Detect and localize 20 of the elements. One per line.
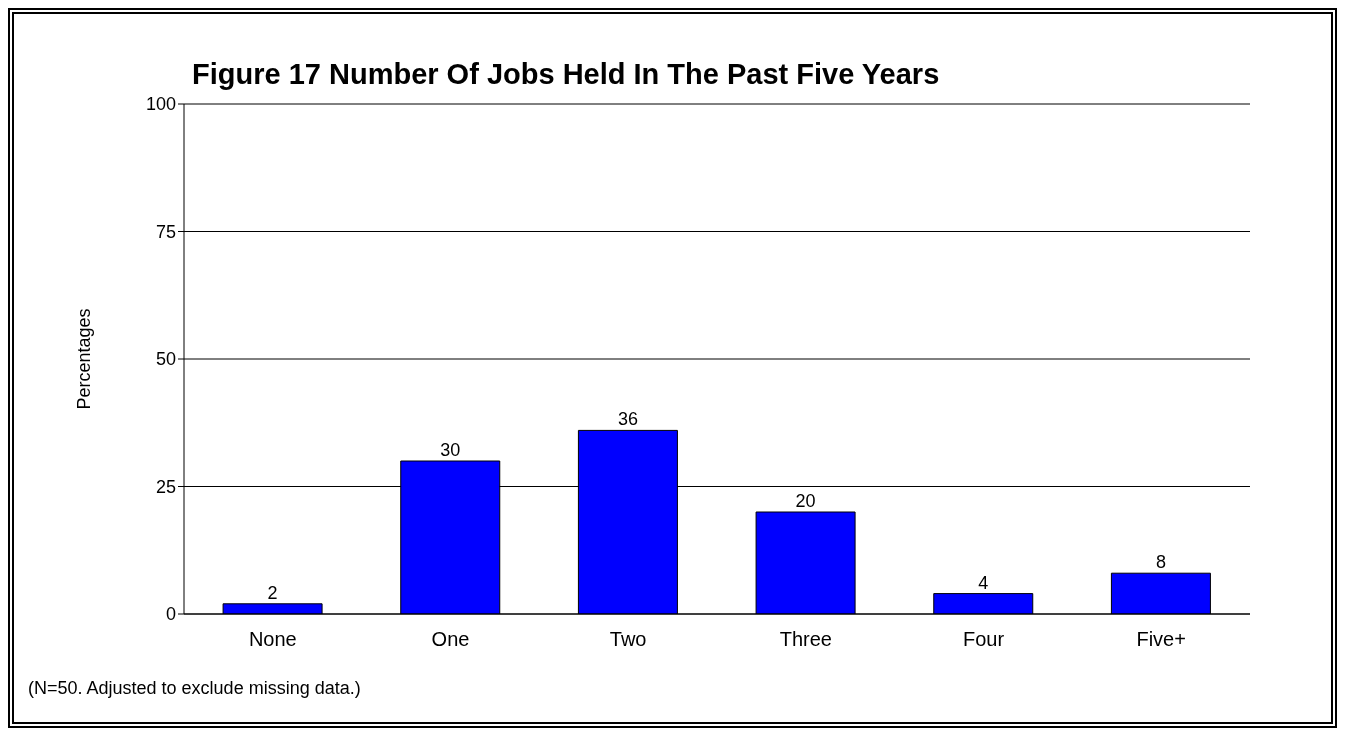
x-tick-label: Two [609,628,647,651]
chart-title: Figure 17 Number Of Jobs Held In The Past Five Years [192,58,940,91]
data-label: 4 [978,572,989,593]
x-tick-label: One [431,628,470,651]
data-label: 8 [1155,552,1166,573]
data-label: 2 [267,582,278,603]
data-label: 30 [440,440,461,460]
x-tick-label: Five+ [1136,628,1186,651]
data-label: 20 [795,491,816,511]
y-tick-label: 100 [145,94,176,115]
y-tick-label: 0 [165,604,176,625]
y-axis-title: Percentages [74,308,95,410]
text: (N=50. Adjusted to exclude missing data.) [28,678,361,699]
y-tick-label: 25 [155,476,176,497]
x-tick-label: Three [779,628,832,651]
x-tick-label: Four [962,628,1005,651]
y-tick-label: 75 [155,221,176,242]
y-tick-label: 50 [155,349,176,370]
x-tick-label: None [248,628,297,651]
data-label: 36 [617,409,638,430]
